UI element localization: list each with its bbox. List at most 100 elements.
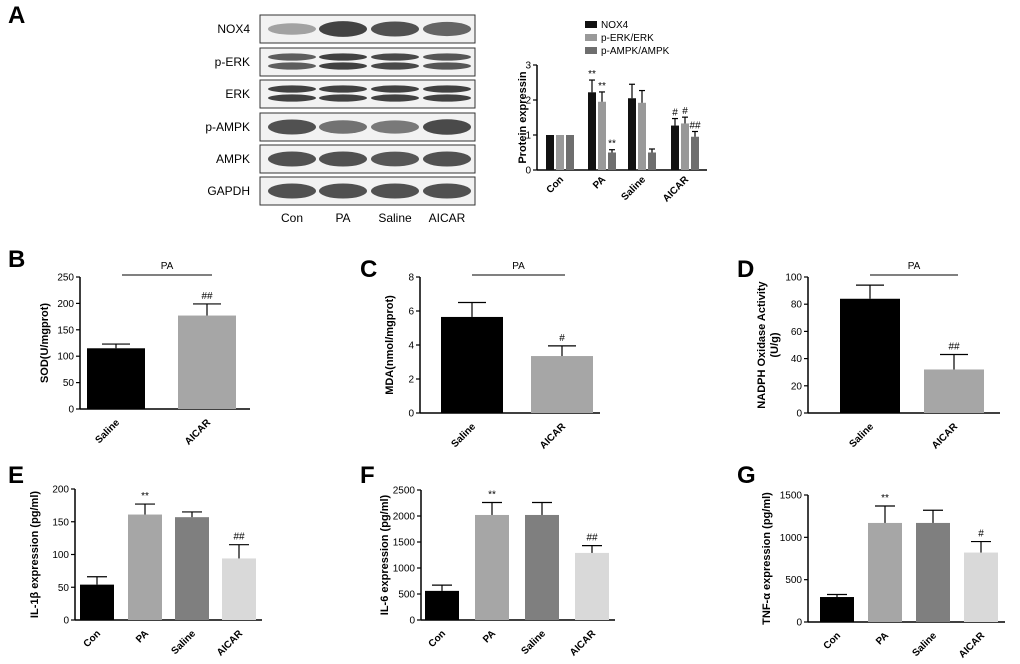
chart-a-legend-swatch: [585, 47, 597, 54]
chart-a-bar: [628, 98, 636, 170]
chart-a-legend-label: NOX4: [601, 20, 629, 31]
chart-g-bar: [916, 522, 950, 622]
chart-a-bar: [681, 123, 689, 170]
chart-a-bar: [566, 135, 574, 170]
chart-a-bar: [546, 135, 554, 170]
chart-e-y-tick-label: 50: [58, 583, 70, 594]
chart-a-significance: **: [588, 69, 596, 80]
chart-c-x-label: Saline: [450, 421, 479, 450]
blot-band: [268, 53, 316, 61]
blot-band: [268, 62, 316, 70]
panel-letter-e: E: [8, 462, 25, 489]
chart-e-significance: ##: [233, 532, 245, 543]
blot-band: [423, 85, 471, 93]
chart-e-bar: [128, 514, 162, 620]
blot-band: [371, 151, 419, 167]
chart-b-bar: [178, 315, 236, 409]
blot-strip: [259, 47, 476, 77]
chart-e-x-label: Con: [82, 628, 104, 650]
chart-d-x-label: AICAR: [930, 421, 961, 452]
chart-f-y-tick-label: 500: [398, 590, 415, 601]
chart-g-y-tick-label: 0: [796, 618, 802, 629]
blot-band: [319, 151, 367, 167]
blot-band: [268, 23, 316, 35]
chart-e-x-label: Saline: [170, 628, 199, 657]
chart-f-y-tick-label: 1000: [393, 564, 416, 575]
blot-band: [371, 120, 419, 134]
chart-a-bar: [671, 125, 679, 170]
chart-b-y-tick-label: 100: [57, 352, 74, 363]
chart-g-x-label: Con: [822, 630, 844, 652]
lane-label: Con: [281, 211, 303, 225]
chart-a-x-label: Saline: [620, 174, 649, 203]
blot-band: [371, 21, 419, 37]
chart-a-significance: #: [672, 108, 678, 119]
chart-c-bracket-label: PA: [512, 261, 525, 272]
chart-b-y-tick-label: 50: [63, 378, 75, 389]
blot-band: [371, 94, 419, 102]
chart-d-bracket-label: PA: [908, 261, 921, 272]
chart-a-x-label: PA: [591, 174, 608, 191]
blot-band: [319, 120, 367, 134]
chart-a-y-tick-label: 2: [525, 96, 531, 107]
chart-b-bracket-label: PA: [161, 261, 174, 272]
chart-e-y-tick-label: 0: [63, 616, 69, 627]
chart-b-bar: [87, 348, 145, 409]
chart-g-bar: [820, 597, 854, 622]
chart-g-x-label: AICAR: [957, 630, 988, 661]
blot-band: [268, 183, 316, 199]
chart-f-significance: ##: [586, 533, 598, 544]
blot-band: [268, 119, 316, 135]
blot-band: [423, 183, 471, 199]
chart-f-x-label: Saline: [520, 628, 549, 657]
lane-label: AICAR: [429, 211, 466, 225]
chart-b-y-tick-label: 0: [68, 405, 74, 416]
chart-f-x-label: PA: [481, 628, 498, 645]
panel-letter-a: A: [8, 2, 26, 29]
chart-a-bar: [648, 152, 656, 170]
blot-band: [423, 21, 471, 37]
chart-g-bar: [868, 522, 902, 622]
chart-d-y-tick-label: 100: [785, 273, 802, 284]
chart-d-bar: [840, 298, 900, 413]
blot-band: [268, 94, 316, 102]
chart-c-y-tick-label: 4: [408, 341, 414, 352]
panel-letter-b: B: [8, 246, 26, 273]
chart-a-x-label: AICAR: [661, 174, 692, 205]
chart-a-y-tick-label: 0: [525, 166, 531, 177]
chart-e-significance: **: [141, 491, 149, 502]
chart-a-legend-swatch: [585, 34, 597, 41]
chart-f-bar: [575, 552, 609, 620]
blot-band: [268, 151, 316, 167]
chart-f-y-tick-label: 0: [409, 616, 415, 627]
chart-d-y-tick-label: 40: [791, 354, 803, 365]
chart-a-y-tick-label: 3: [525, 61, 531, 72]
panel-letter-c: C: [360, 256, 378, 283]
chart-b-y-tick-label: 150: [57, 325, 74, 336]
protein-label: ERK: [225, 87, 250, 101]
chart-g-bar: [964, 552, 998, 622]
chart-e-y-tick-label: 150: [52, 517, 69, 528]
blot-band: [268, 85, 316, 93]
chart-a-bar: [608, 152, 616, 170]
panel-letter-d: D: [737, 256, 755, 283]
chart-a-legend-swatch: [585, 21, 597, 28]
chart-f-y-tick-label: 1500: [393, 538, 416, 549]
chart-d-x-label: Saline: [848, 421, 877, 450]
chart-d-y-tick-label: 0: [796, 409, 802, 420]
chart-b-y-tick-label: 200: [57, 299, 74, 310]
chart-f-y-tick-label: 2000: [393, 512, 416, 523]
chart-c-y-tick-label: 2: [408, 375, 414, 386]
chart-a-significance: **: [608, 139, 616, 150]
chart-g-y-tick-label: 1000: [780, 533, 803, 544]
protein-label: p-ERK: [215, 55, 250, 69]
chart-e-bar: [80, 584, 114, 620]
chart-f-x-label: Con: [427, 628, 449, 650]
chart-b-x-label: AICAR: [183, 417, 214, 448]
chart-a-x-label: Con: [545, 174, 567, 196]
chart-e-y-axis-label: IL-1β expression (pg/ml): [29, 491, 41, 618]
blot-band: [371, 53, 419, 61]
chart-g-y-axis-label: TNF-α expression (pg/ml): [761, 492, 773, 625]
